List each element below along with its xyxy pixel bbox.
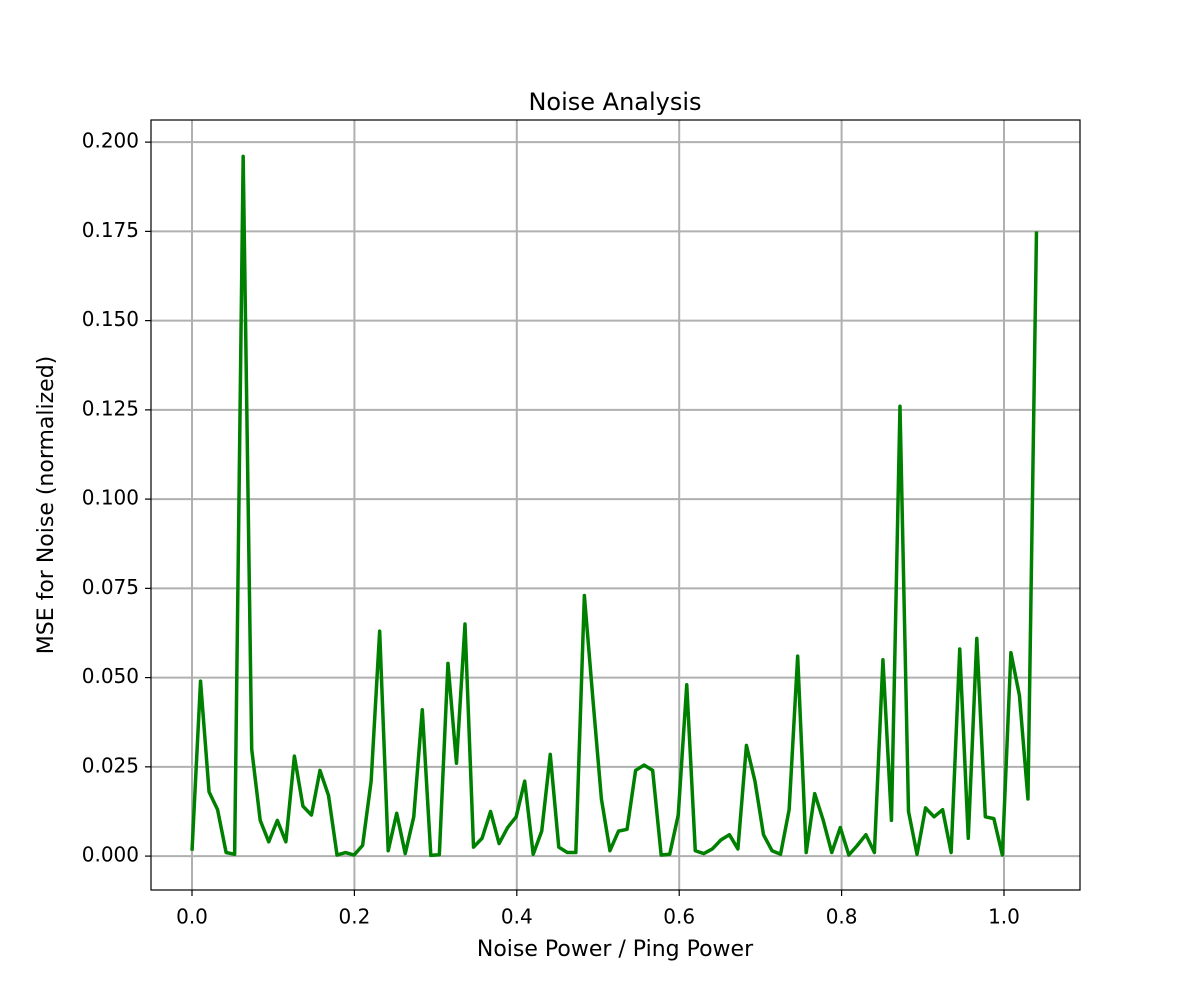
x-axis-label: Noise Power / Ping Power bbox=[477, 937, 754, 962]
y-tick-label: 0.175 bbox=[82, 218, 139, 242]
y-tick-label: 0.125 bbox=[82, 396, 139, 420]
y-tick-label: 0.000 bbox=[82, 843, 139, 867]
x-tick-label: 0.4 bbox=[501, 905, 533, 929]
chart-title: Noise Analysis bbox=[528, 88, 701, 116]
y-axis-label: MSE for Noise (normalized) bbox=[34, 356, 59, 655]
x-tick-label: 0.6 bbox=[663, 905, 695, 929]
x-tick-label: 1.0 bbox=[988, 905, 1020, 929]
x-tick-label: 0.8 bbox=[826, 905, 858, 929]
y-tick-label: 0.200 bbox=[82, 129, 139, 153]
y-tick-label: 0.075 bbox=[82, 575, 139, 599]
data-line bbox=[190, 154, 1039, 858]
y-tick-label: 0.100 bbox=[82, 486, 139, 510]
plot-frame bbox=[150, 119, 1081, 891]
x-tick-label: 0.0 bbox=[176, 905, 208, 929]
y-tick-label: 0.150 bbox=[82, 307, 139, 331]
y-tick-label: 0.025 bbox=[82, 753, 139, 777]
y-tick-label: 0.050 bbox=[82, 664, 139, 688]
x-tick-label: 0.2 bbox=[338, 905, 370, 929]
